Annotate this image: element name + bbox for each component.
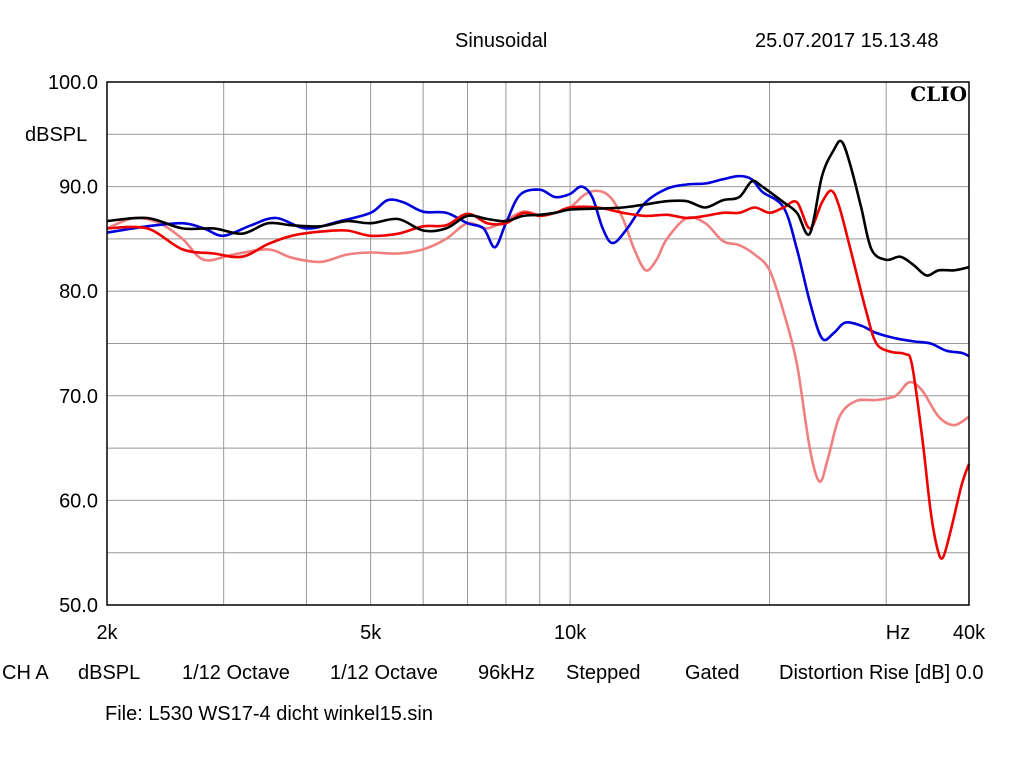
response-curve-2 — [106, 174, 970, 358]
x-tick-label: 10k — [554, 622, 587, 644]
y-tick-label: 90.0 — [59, 177, 98, 199]
plot-grid — [107, 82, 969, 605]
footer-smoothing-1: 1/12 Octave — [182, 662, 290, 684]
chart-title: Sinusoidal — [455, 30, 548, 52]
clio-logo: CLIO — [910, 82, 967, 106]
footer-distortion-rise: Distortion Rise [dB] 0.0 — [779, 662, 984, 684]
footer-sample-rate: 96kHz — [478, 662, 535, 684]
response-curve-1 — [106, 189, 970, 483]
footer-file-name: File: L530 WS17-4 dicht winkel15.sin — [105, 703, 433, 725]
footer-smoothing-2: 1/12 Octave — [330, 662, 438, 684]
y-tick-label: 80.0 — [59, 281, 98, 303]
plot-frame — [106, 81, 970, 606]
y-axis-label: dBSPL — [25, 124, 87, 146]
x-tick-labels: 2k 5k 10k 40k — [96, 622, 986, 644]
footer-window: Gated — [685, 662, 740, 684]
response-curve-4 — [106, 139, 970, 277]
y-tick-label: 50.0 — [59, 595, 98, 617]
x-tick-label: 2k — [96, 622, 118, 644]
y-tick-label: 100.0 — [48, 72, 98, 94]
y-tick-labels: 100.0 90.0 80.0 70.0 60.0 50.0 — [48, 72, 98, 617]
y-tick-label: 70.0 — [59, 386, 98, 408]
y-tick-label: 60.0 — [59, 490, 98, 512]
plot-curves — [106, 139, 971, 560]
x-tick-label: 40k — [953, 622, 986, 644]
footer-channel: CH A — [2, 662, 49, 684]
chart-datetime: 25.07.2017 15.13.48 — [755, 30, 939, 52]
x-tick-label: 5k — [360, 622, 382, 644]
footer-unit: dBSPL — [78, 662, 141, 684]
response-curve-3 — [106, 189, 971, 560]
x-axis-label: Hz — [886, 622, 910, 644]
footer-sweep-mode: Stepped — [566, 662, 641, 684]
